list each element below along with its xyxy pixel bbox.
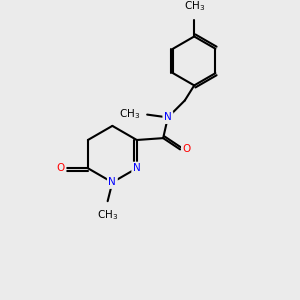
Text: O: O (183, 144, 191, 154)
Text: N: N (109, 177, 116, 188)
Text: N: N (133, 163, 141, 173)
Text: O: O (56, 163, 65, 173)
Text: CH$_3$: CH$_3$ (119, 108, 141, 122)
Text: N: N (164, 112, 172, 122)
Text: CH$_3$: CH$_3$ (184, 0, 205, 13)
Text: CH$_3$: CH$_3$ (97, 208, 118, 222)
